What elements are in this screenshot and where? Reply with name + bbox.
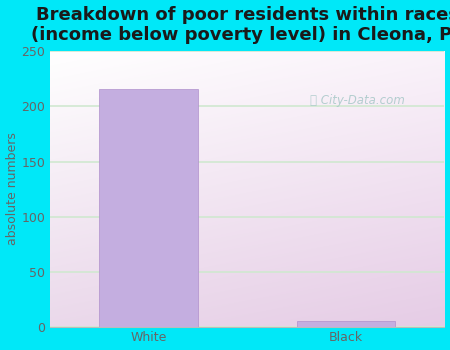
- Bar: [99, 89, 198, 327]
- Title: Breakdown of poor residents within races
(income below poverty level) in Cleona,: Breakdown of poor residents within races…: [31, 6, 450, 44]
- Y-axis label: absolute numbers: absolute numbers: [5, 133, 18, 245]
- Text: ⓘ City-Data.com: ⓘ City-Data.com: [310, 94, 405, 107]
- Bar: [297, 321, 395, 327]
